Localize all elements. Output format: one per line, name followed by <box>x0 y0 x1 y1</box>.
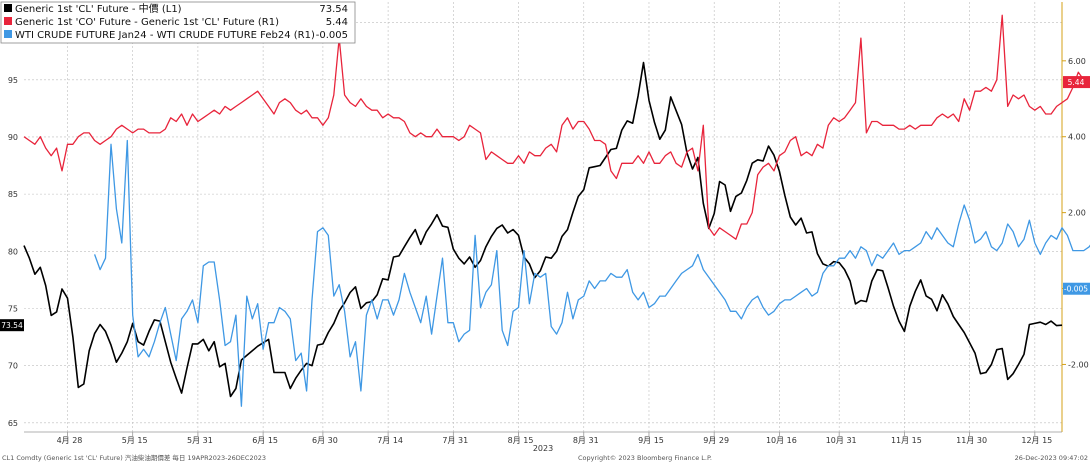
legend-label: Generic 1st 'CL' Future - 中價 (L1) <box>15 2 182 15</box>
y-left-tick-label: 85 <box>8 190 18 199</box>
y-right-tick-label: 2.00 <box>1068 209 1086 218</box>
x-tick-label: 5月 31 <box>187 436 213 445</box>
badge-layer: 73.54 5.44 -0.005 <box>0 76 1090 332</box>
last-value-badge-bg <box>1063 76 1090 89</box>
y-right-tick-label: 6.00 <box>1068 57 1086 66</box>
y-left-tick-label: 70 <box>8 362 18 371</box>
x-tick-label: 6月 30 <box>312 436 338 445</box>
x-tick-label: 8月 31 <box>573 436 599 445</box>
y-left-tick-label: 75 <box>8 304 18 313</box>
x-year-label: 2023 <box>533 444 553 453</box>
last-value-badge: 5.44 <box>1068 78 1085 87</box>
x-tick-label: 7月 31 <box>442 436 468 445</box>
x-tick-label: 10月 31 <box>826 436 857 445</box>
y-left-tick-label: 80 <box>8 247 18 256</box>
series-layer <box>23 14 1090 407</box>
x-tick-label: 6月 15 <box>252 436 278 445</box>
last-value-badge: 73.54 <box>1 321 23 330</box>
last-value-badge: -0.005 <box>1064 285 1088 294</box>
y-right-tick-label: 4.00 <box>1068 133 1086 142</box>
last-value-badge-bg <box>0 319 24 332</box>
legend-label: WTI CRUDE FUTURE Jan24 - WTI CRUDE FUTUR… <box>15 30 315 41</box>
series-line-0 <box>23 61 1063 398</box>
footer-left: CL1 Comdty (Generic 1st 'CL' Future) 汽油柴… <box>2 453 266 462</box>
legend: Generic 1st 'CL' Future - 中價 (L1) 73.54 Ge… <box>0 1 356 44</box>
legend-value: 5.44 <box>326 17 348 28</box>
legend-box <box>0 1 356 44</box>
x-tick-label: 11月 30 <box>956 436 987 445</box>
series-line-1 <box>23 14 1090 240</box>
footer-center: Copyright© 2023 Bloomberg Finance L.P. <box>578 454 712 462</box>
footer-right: 26-Dec-2023 09:47:02 <box>1015 454 1088 462</box>
y-left-tick-label: 90 <box>8 133 18 142</box>
y-left-tick-label: 65 <box>8 419 18 428</box>
x-tick-label: 7月 14 <box>377 436 403 445</box>
x-tick-label: 9月 15 <box>638 436 664 445</box>
x-tick-label: 5月 15 <box>122 436 148 445</box>
legend-entries: Generic 1st 'CL' Future - 中價 (L1) 73.54 Ge… <box>4 2 348 41</box>
x-tick-label: 12月 15 <box>1021 436 1052 445</box>
legend-swatch <box>4 17 12 25</box>
x-tick-label: 11月 15 <box>891 436 922 445</box>
x-tick-label: 8月 15 <box>508 436 534 445</box>
legend-value: 73.54 <box>319 4 348 15</box>
legend-swatch <box>4 4 12 12</box>
x-tick-label: 9月 29 <box>703 436 729 445</box>
x-tick-label: 10月 16 <box>766 436 797 445</box>
y-left-tick-label: 95 <box>8 76 18 85</box>
legend-swatch <box>4 30 12 38</box>
x-tick-label: 4月 28 <box>57 436 83 445</box>
legend-value: -0.005 <box>316 30 348 41</box>
last-value-badge-bg <box>1063 282 1090 295</box>
grid-layer <box>24 2 1062 432</box>
legend-label: Generic 1st 'CO' Future - Generic 1st 'C… <box>15 17 279 28</box>
series-line-2 <box>93 139 1090 407</box>
y-right-tick-label: -2.00 <box>1068 360 1089 369</box>
